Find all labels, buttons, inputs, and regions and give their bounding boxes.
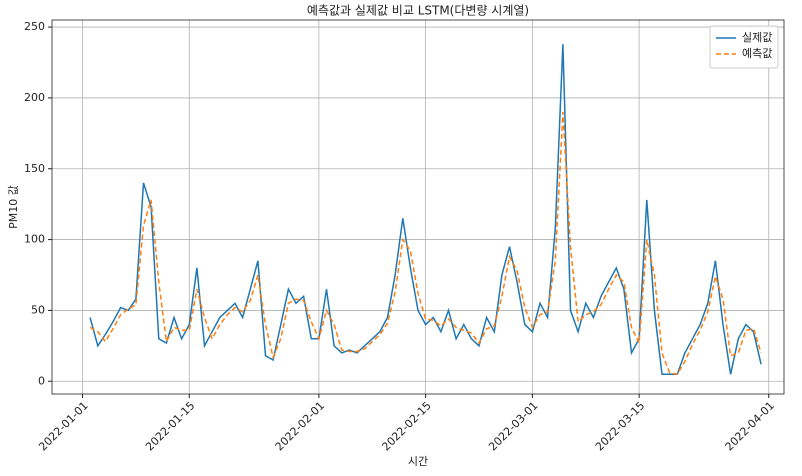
chart-title: 예측값과 실제값 비교 LSTM(다변량 시계열) [307, 4, 529, 18]
x-tick-label: 2022-04-01 [723, 399, 777, 453]
y-tick-label: 150 [24, 162, 45, 175]
x-tick-label: 2022-02-01 [273, 399, 327, 453]
y-tick-label: 250 [24, 20, 45, 33]
x-tick-label: 2022-01-01 [36, 399, 90, 453]
y-axis-label: PM10 값 [7, 185, 20, 229]
legend-box [709, 25, 779, 69]
x-axis-label: 시간 [408, 455, 428, 468]
x-tick-label: 2022-02-15 [379, 399, 433, 453]
y-tick-label: 100 [24, 233, 45, 246]
data-line [89, 44, 762, 375]
plot-frame [51, 19, 785, 395]
y-tick-label: 50 [31, 303, 45, 316]
y-tick-label: 0 [38, 374, 45, 387]
x-tick-label: 2022-03-15 [593, 399, 647, 453]
x-tick-label: 2022-03-01 [486, 399, 540, 453]
x-tick-label: 2022-01-15 [143, 399, 197, 453]
y-tick-label: 200 [24, 91, 45, 104]
legend-label: 예측값 [742, 47, 772, 60]
data-line [89, 112, 762, 376]
legend-label: 실제값 [742, 31, 772, 44]
